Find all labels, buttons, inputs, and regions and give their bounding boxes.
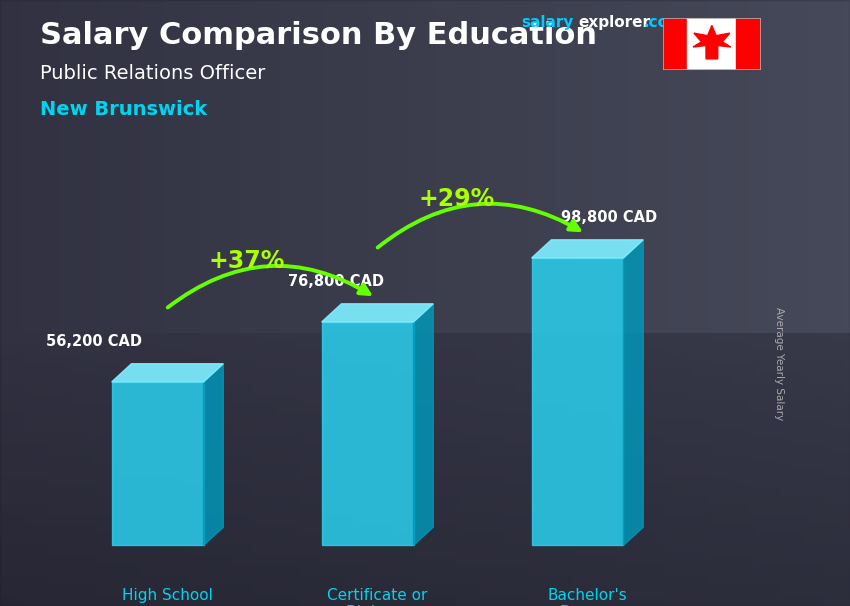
Text: New Brunswick: New Brunswick [39, 100, 207, 119]
Bar [321, 322, 413, 545]
Bar [688, 18, 736, 70]
Text: Certificate or
Diploma: Certificate or Diploma [327, 588, 428, 606]
Polygon shape [111, 364, 224, 382]
Bar [663, 18, 688, 70]
Bar [111, 382, 203, 545]
Text: 76,800 CAD: 76,800 CAD [288, 274, 384, 288]
Text: High School: High School [122, 588, 213, 603]
Bar [736, 18, 761, 70]
Text: Bachelor's
Degree: Bachelor's Degree [547, 588, 627, 606]
Text: +29%: +29% [419, 187, 495, 211]
Text: 98,800 CAD: 98,800 CAD [561, 210, 657, 225]
Polygon shape [321, 304, 434, 322]
Text: Salary Comparison By Education: Salary Comparison By Education [39, 21, 597, 50]
Polygon shape [693, 25, 731, 59]
Text: +37%: +37% [208, 249, 285, 273]
Polygon shape [531, 240, 643, 258]
Polygon shape [203, 364, 224, 545]
FancyArrowPatch shape [377, 204, 580, 247]
Text: .com: .com [643, 15, 684, 30]
FancyArrowPatch shape [167, 266, 370, 307]
Text: Average Yearly Salary: Average Yearly Salary [774, 307, 784, 420]
Text: salary: salary [522, 15, 574, 30]
Text: explorer: explorer [579, 15, 650, 30]
Text: Public Relations Officer: Public Relations Officer [39, 64, 265, 82]
Polygon shape [623, 240, 643, 545]
Text: 56,200 CAD: 56,200 CAD [47, 333, 143, 348]
Polygon shape [413, 304, 434, 545]
Bar [531, 258, 623, 545]
